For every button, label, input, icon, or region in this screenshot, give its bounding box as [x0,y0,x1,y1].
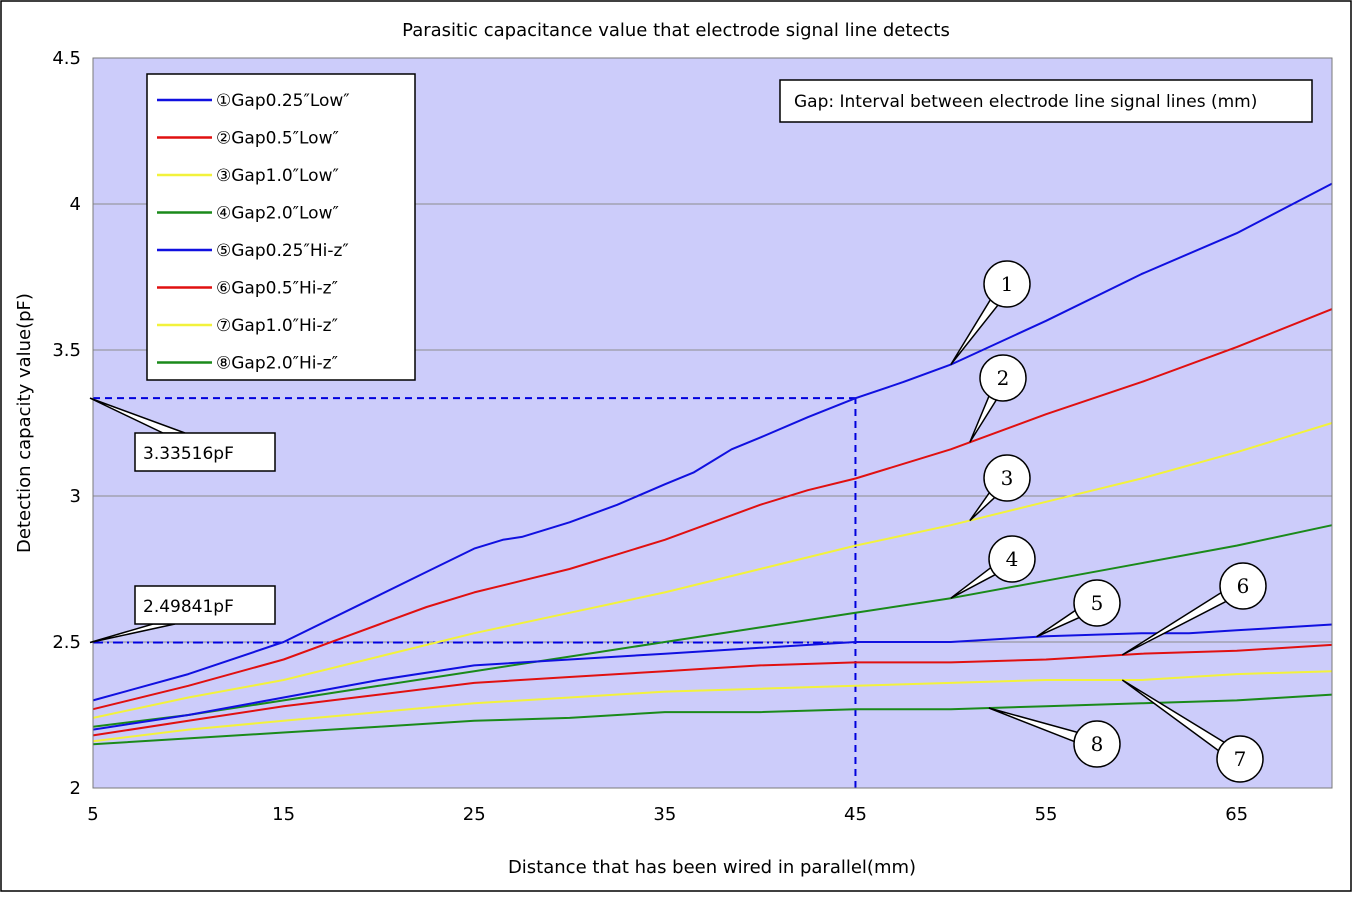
y-tick-label: 4 [70,194,81,215]
callout-number-3: 3 [1001,466,1014,490]
note-text: Gap: Interval between electrode line sig… [794,92,1257,112]
legend-label-8: ⑧Gap2.0″Hi-z″ [216,354,338,374]
y-axis-title: Detection capacity value(pF) [14,293,35,553]
series-line-3 [92,422,1333,719]
legend-label-2: ②Gap0.5″Low″ [216,129,339,149]
callout-number-1: 1 [1001,272,1014,296]
annotation-label: 2.49841pF [143,597,234,617]
annotation-box [134,432,276,472]
x-tick-label: 15 [272,804,295,825]
callout-number-4: 4 [1006,547,1019,571]
series-line-7 [92,670,1333,743]
note-box: Gap: Interval between electrode line sig… [779,79,1313,123]
plot-frame [92,57,1333,789]
callout-circle-5 [1073,579,1121,627]
series-line-1 [92,182,1333,702]
callout-circle-8 [1073,720,1121,768]
series-line-2 [92,308,1333,711]
series-line-8 [92,693,1333,746]
note-frame [779,79,1313,123]
y-tick-label: 4.5 [52,48,81,69]
x-tick-label: 65 [1225,804,1248,825]
reference-lines [93,397,857,788]
callout-circle-4 [988,535,1036,583]
annotation-label: 3.33516pF [143,444,234,464]
y-tick-label: 3 [70,486,81,507]
legend-label-7: ⑦Gap1.0″Hi-z″ [216,316,338,336]
callout-circle-6 [1219,562,1267,610]
legend-frame [146,73,416,381]
callout-number-8: 8 [1091,732,1104,756]
tick-layer: 22.533.544.55 15 25 35 45 55 65 [52,48,1248,825]
callout-number-7: 7 [1234,747,1247,771]
series-line-4 [92,524,1333,728]
x-tick-label: 5 [87,804,98,825]
y-tick-label: 2.5 [52,632,81,653]
x-tick-label: 35 [653,804,676,825]
callout-circle-1 [983,260,1031,308]
callout-number-2: 2 [997,366,1010,390]
x-tick-label: 55 [1035,804,1058,825]
legend: ①Gap0.25″Low″ ②Gap0.5″Low″ ③Gap1.0″Low″ ④Ga… [146,73,416,381]
callout-circle-2 [979,354,1027,402]
legend-label-4: ④Gap2.0″Low″ [216,204,339,224]
callout-circle-3 [983,454,1031,502]
series-callouts: 1 2 3 4 5 6 7 8 [950,260,1267,783]
legend-label-1: ①Gap0.25″Low″ [216,91,350,111]
series-layer [92,182,1333,746]
value-annotations: 3.33516pF 2.49841pF [89,397,276,644]
y-tick-label: 3.5 [52,340,81,361]
callout-number-6: 6 [1237,574,1250,598]
legend-label-5: ⑤Gap0.25″Hi-z″ [216,241,349,261]
x-tick-label: 45 [844,804,867,825]
annotation-box [134,585,276,625]
series-line-5 [92,623,1333,731]
x-tick-label: 25 [463,804,486,825]
x-axis-title: Distance that has been wired in parallel… [508,857,916,878]
callout-circle-7 [1216,735,1264,783]
legend-label-6: ⑥Gap0.5″Hi-z″ [216,279,338,299]
series-line-6 [92,643,1333,737]
y-tick-label: 2 [70,778,81,799]
legend-label-3: ③Gap1.0″Low″ [216,166,339,186]
chart-title: Parasitic capacitance value that electro… [402,20,950,41]
callout-number-5: 5 [1091,591,1104,615]
